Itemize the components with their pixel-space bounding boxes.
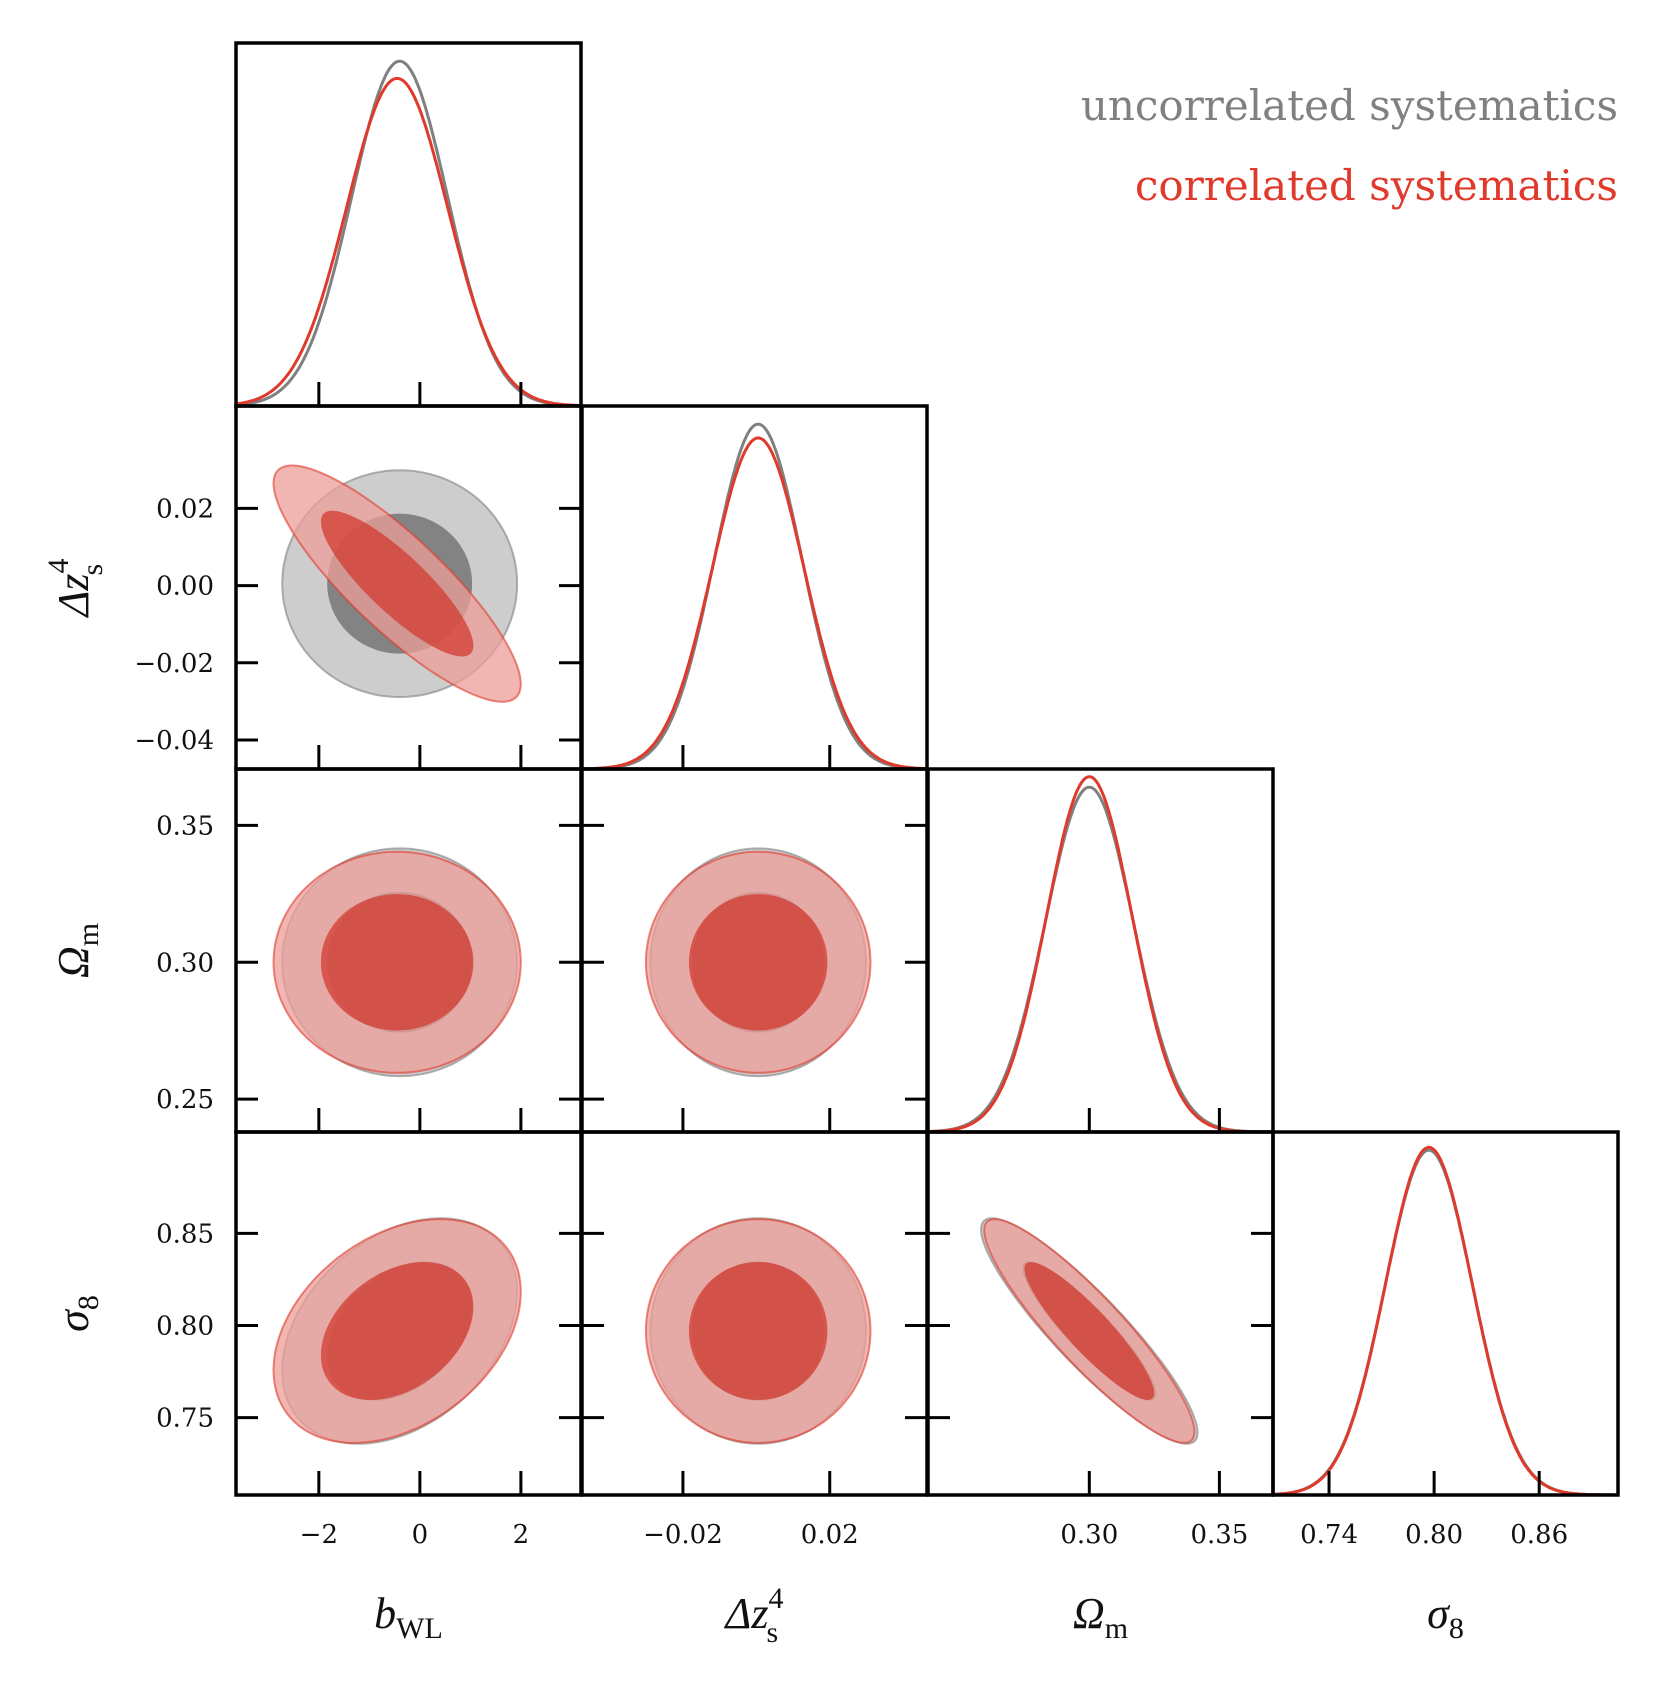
legend-entry-correlated: correlated systematics	[1135, 161, 1618, 210]
contour-68-correlated	[320, 1262, 474, 1400]
x-tick-label-sigma_8: 0.80	[1405, 1520, 1463, 1550]
panel-Omega_m-vs-dz_s4	[580, 767, 929, 1134]
contour-68-correlated	[688, 1262, 828, 1400]
contour-68-correlated	[688, 894, 828, 1031]
y-tick-label-dz_s4: −0.04	[134, 726, 214, 756]
panel-frame	[234, 41, 583, 408]
panel-b_WL-vs-b_WL	[234, 41, 583, 408]
marginal-curve-uncorrelated	[582, 422, 927, 769]
marginal-curve-correlated	[1273, 1145, 1618, 1495]
x-tick-label-Omega_m: 0.30	[1060, 1520, 1118, 1550]
y-tick-label-dz_s4: 0.02	[156, 494, 214, 524]
marginal-curve-uncorrelated	[236, 59, 581, 406]
x-tick-label-dz_s4: −0.02	[643, 1520, 723, 1550]
contour-68-correlated	[320, 510, 474, 657]
panel-Omega_m-vs-Omega_m	[926, 767, 1275, 1134]
y-tick-label-Omega_m: 0.30	[156, 948, 214, 978]
marginal-curve-uncorrelated	[1273, 1148, 1618, 1495]
marginal-curve-correlated	[236, 76, 581, 406]
y-tick-label-sigma_8: 0.75	[156, 1404, 214, 1434]
x-tick-label-sigma_8: 0.74	[1300, 1520, 1358, 1550]
contour-68-correlated	[320, 894, 474, 1031]
y-tick-label-Omega_m: 0.25	[156, 1085, 214, 1115]
panel-sigma_8-vs-dz_s4	[580, 1130, 929, 1497]
y-tick-label-dz_s4: 0.00	[156, 572, 214, 602]
panel-Omega_m-vs-b_WL	[234, 767, 583, 1134]
x-tick-label-dz_s4: 0.02	[801, 1520, 859, 1550]
y-tick-label-sigma_8: 0.85	[156, 1219, 214, 1249]
marginal-curve-correlated	[928, 775, 1273, 1132]
x-tick-label-Omega_m: 0.35	[1190, 1520, 1248, 1550]
x-tick-label-b_WL: 0	[412, 1520, 429, 1550]
panel-dz_s4-vs-b_WL	[234, 404, 583, 771]
legend-entry-uncorrelated: uncorrelated systematics	[1081, 81, 1618, 130]
x-axis-label-Omega_m: Ωm	[1073, 1589, 1128, 1645]
x-tick-label-sigma_8: 0.86	[1510, 1520, 1568, 1550]
panel-frame	[580, 404, 929, 771]
contour-68-correlated	[1024, 1262, 1155, 1400]
panel-sigma_8-vs-sigma_8	[1271, 1130, 1620, 1497]
x-axis-label-dz_s4: Δz4 s	[724, 1582, 784, 1649]
y-tick-label-Omega_m: 0.35	[156, 811, 214, 841]
y-tick-label-dz_s4: −0.02	[134, 649, 214, 679]
panel-dz_s4-vs-dz_s4	[580, 404, 929, 771]
panel-sigma_8-vs-Omega_m	[926, 1130, 1275, 1497]
x-axis-label-sigma_8: σ8	[1427, 1589, 1464, 1645]
panel-frame	[926, 767, 1275, 1134]
legend: uncorrelated systematics correlated syst…	[1081, 81, 1618, 210]
y-tick-label-sigma_8: 0.80	[156, 1311, 214, 1341]
y-axis-label-sigma_8: σ8	[49, 1295, 105, 1332]
x-tick-label-b_WL: 2	[513, 1520, 530, 1550]
x-tick-label-b_WL: −2	[300, 1520, 338, 1550]
marginal-curve-uncorrelated	[928, 785, 1273, 1132]
y-axis-label-dz_s4: Δz4s	[42, 559, 109, 619]
panel-sigma_8-vs-b_WL	[234, 1130, 583, 1497]
panel-frame	[1271, 1130, 1620, 1497]
x-axis-label-b_WL: bWL	[374, 1589, 443, 1645]
marginal-curve-correlated	[582, 436, 927, 769]
y-axis-label-Omega_m: Ωm	[49, 923, 105, 978]
